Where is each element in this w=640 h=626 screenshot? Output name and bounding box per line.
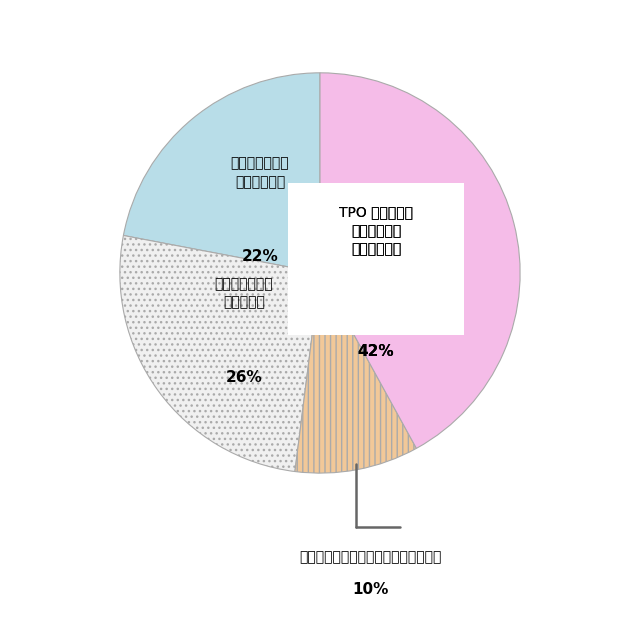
Text: 今後もマスクを
外したくない: 今後もマスクを 外したくない [230, 156, 289, 189]
FancyBboxPatch shape [288, 183, 464, 335]
Wedge shape [320, 73, 520, 448]
Text: 10%: 10% [352, 582, 388, 597]
Text: マスクを外して
過ごしたい: マスクを外して 過ごしたい [214, 277, 273, 309]
Wedge shape [120, 235, 320, 471]
Text: 42%: 42% [358, 344, 394, 359]
Text: TPO に応じて、
マスク着脱を
使い分けたい: TPO に応じて、 マスク着脱を 使い分けたい [339, 205, 413, 256]
Text: TPO に応じて、
マスク着脱を
使い分けたい: TPO に応じて、 マスク着脱を 使い分けたい [339, 205, 413, 256]
Text: 22%: 22% [241, 249, 278, 264]
Text: 42%: 42% [358, 344, 394, 359]
Wedge shape [124, 73, 320, 273]
Text: すでにマスク着用なしで過ごしている: すでにマスク着用なしで過ごしている [299, 550, 441, 564]
Wedge shape [295, 273, 417, 473]
Text: 26%: 26% [225, 369, 262, 384]
